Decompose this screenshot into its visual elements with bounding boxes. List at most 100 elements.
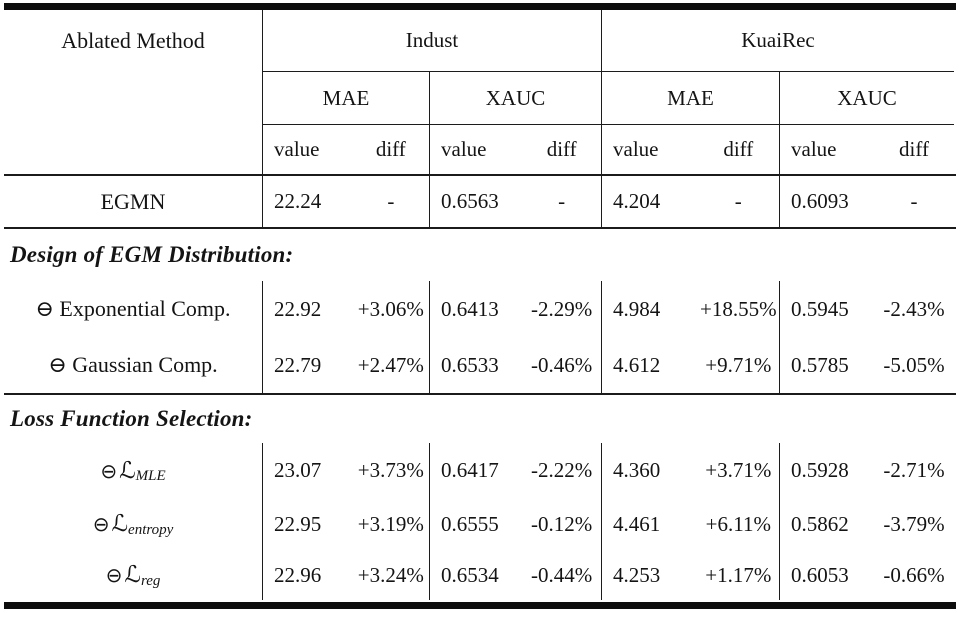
- dataset-header-kuairec: KuaiRec: [601, 10, 954, 72]
- metric-value: 4.204: [613, 189, 661, 213]
- metric-value: 0.6417: [441, 458, 499, 482]
- subcol-header-cell: value diff: [262, 125, 429, 174]
- horizontal-rule: [4, 227, 956, 229]
- metric-value: 0.6555: [441, 511, 499, 536]
- data-cell: 0.6555 -0.12%: [429, 498, 601, 550]
- metric-diff: -2.22%: [531, 458, 593, 482]
- diff-label: diff: [375, 137, 406, 161]
- metric-diff: -0.46%: [531, 352, 593, 377]
- data-cell: 0.6417 -2.22%: [429, 443, 601, 498]
- subcol-header-cell: value diff: [429, 125, 601, 174]
- metric-diff: +3.24%: [357, 562, 424, 587]
- data-cell: 22.95 +3.19%: [262, 498, 429, 550]
- metric-diff: +6.11%: [705, 511, 771, 536]
- script-l-symbol: ℒ: [111, 511, 129, 537]
- metric-diff: -: [910, 189, 918, 213]
- metric-diff: +1.17%: [705, 562, 772, 587]
- metric-value: 22.79: [274, 352, 322, 377]
- table-row-egmn: EGMN 22.24 - 0.6563 - 4.204 - 0.6093 -: [4, 176, 956, 227]
- metric-diff: -0.44%: [531, 562, 593, 587]
- data-cell: 0.6053 -0.66%: [779, 550, 954, 600]
- section-title-loss: Loss Function Selection:: [10, 406, 253, 431]
- data-cell: 0.5785 -5.05%: [779, 337, 954, 393]
- top-rule: [4, 3, 956, 10]
- metric-value: 4.253: [613, 562, 661, 587]
- horizontal-rule: [4, 174, 956, 176]
- metric-diff: -: [387, 189, 395, 213]
- metric-value: 22.92: [274, 296, 322, 321]
- method-header-cell: Ablated Method: [61, 28, 205, 53]
- table-row-loss-mle: ⊖ ℒ MLE 23.07 +3.73% 0.6417 -2.22% 4.360 +…: [4, 443, 956, 498]
- metric-diff: +18.55%: [700, 296, 777, 321]
- data-cell: 0.6413 -2.29%: [429, 281, 601, 337]
- metric-diff: -2.71%: [883, 458, 945, 482]
- metric-diff: -2.29%: [531, 296, 593, 321]
- metric-diff: +3.73%: [357, 458, 424, 482]
- metric-value: 0.5862: [791, 511, 849, 536]
- metric-value: 4.360: [613, 458, 661, 482]
- loss-subscript: MLE: [135, 468, 166, 484]
- script-l-symbol: ℒ: [124, 562, 141, 588]
- metric-diff: -: [558, 189, 566, 213]
- metric-diff: +3.06%: [357, 296, 424, 321]
- subcol-header-row: value diff value diff value diff value d…: [4, 125, 956, 174]
- data-cell: 0.5945 -2.43%: [779, 281, 954, 337]
- metric-diff: -2.43%: [883, 296, 945, 321]
- row-label: ⊖ Exponential Comp.: [35, 296, 231, 321]
- data-cell: 22.79 +2.47%: [262, 337, 429, 393]
- metric-value: 4.612: [613, 352, 661, 377]
- dataset-header-row: Ablated Method Indust KuaiRec: [4, 10, 956, 72]
- metric-diff: -: [734, 189, 742, 213]
- circled-minus-icon: ⊖: [100, 458, 118, 483]
- metric-diff: +2.47%: [357, 352, 424, 377]
- metric-value: 0.6563: [441, 189, 499, 213]
- metric-diff: +3.19%: [357, 511, 424, 536]
- table-row-exponential-comp: ⊖ Exponential Comp. 22.92 +3.06% 0.6413 …: [4, 281, 956, 337]
- loss-subscript: entropy: [128, 521, 174, 538]
- metric-header-indust-xauc: XAUC: [429, 72, 601, 125]
- metric-diff: +3.71%: [705, 458, 772, 482]
- metric-diff: -0.66%: [883, 562, 945, 587]
- table-row-gaussian-comp: ⊖ Gaussian Comp. 22.79 +2.47% 0.6533 -0.…: [4, 337, 956, 393]
- value-label: value: [791, 137, 837, 161]
- metric-value: 22.95: [274, 511, 322, 536]
- metric-header-kuairec-xauc: XAUC: [779, 72, 954, 125]
- row-label: ⊖ ℒ MLE: [4, 443, 262, 498]
- value-label: value: [441, 137, 487, 161]
- data-cell: 0.6534 -0.44%: [429, 550, 601, 600]
- data-cell: 23.07 +3.73%: [262, 443, 429, 498]
- data-cell: 0.6093 -: [779, 176, 954, 227]
- data-cell: 4.984 +18.55%: [601, 281, 779, 337]
- loss-subscript: reg: [140, 572, 161, 589]
- metric-value: 0.6093: [791, 189, 849, 213]
- value-label: value: [613, 137, 659, 161]
- metric-value: 0.6053: [791, 562, 849, 587]
- metric-header-kuairec-mae: MAE: [601, 72, 779, 125]
- metric-value: 0.5928: [791, 458, 849, 482]
- circled-minus-icon: ⊖: [92, 512, 110, 536]
- data-cell: 0.5928 -2.71%: [779, 443, 954, 498]
- metric-value: 22.24: [274, 189, 322, 213]
- metric-value: 23.07: [274, 458, 322, 482]
- value-label: value: [274, 137, 320, 161]
- diff-label: diff: [723, 137, 754, 161]
- data-cell: 0.6563 -: [429, 176, 601, 227]
- data-cell: 22.96 +3.24%: [262, 550, 429, 600]
- data-cell: 22.24 -: [262, 176, 429, 227]
- metric-diff: -3.79%: [883, 511, 945, 536]
- row-label: ⊖ Gaussian Comp.: [48, 352, 218, 377]
- data-cell: 22.92 +3.06%: [262, 281, 429, 337]
- metric-value: 0.5945: [791, 296, 849, 321]
- metric-value: 22.96: [274, 562, 322, 587]
- data-cell: 0.5862 -3.79%: [779, 498, 954, 550]
- metric-diff: -0.12%: [531, 511, 593, 536]
- data-cell: 4.204 -: [601, 176, 779, 227]
- data-cell: 4.253 +1.17%: [601, 550, 779, 600]
- metric-diff: -5.05%: [883, 352, 945, 377]
- diff-label: diff: [546, 137, 577, 161]
- data-cell: 4.461 +6.11%: [601, 498, 779, 550]
